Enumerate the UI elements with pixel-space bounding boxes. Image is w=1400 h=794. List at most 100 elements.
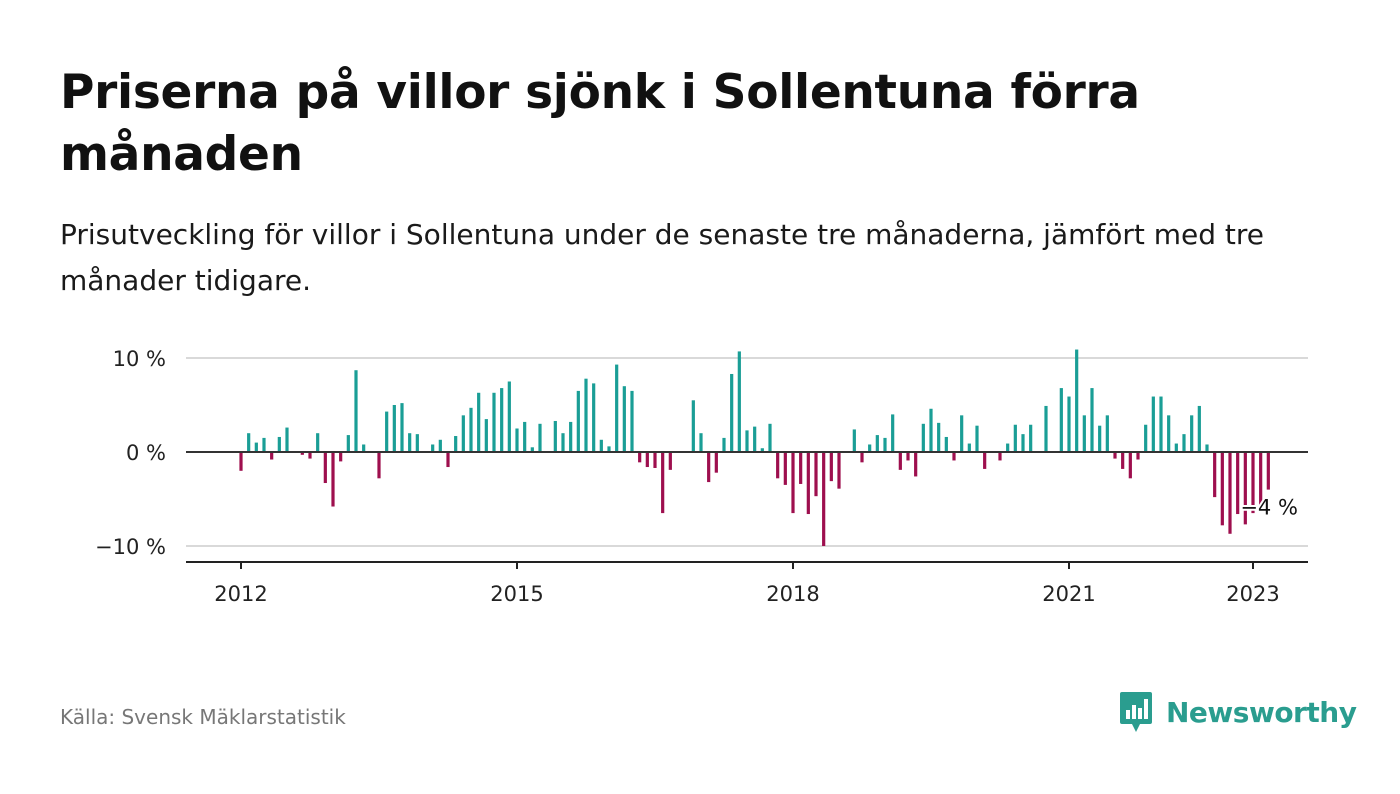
bar xyxy=(385,411,389,452)
bar xyxy=(622,386,626,452)
bar xyxy=(1098,425,1102,452)
bar xyxy=(607,446,611,452)
bar xyxy=(599,439,603,452)
bar xyxy=(454,436,458,452)
bar xyxy=(500,388,504,452)
y-tick-label: 10 % xyxy=(113,347,166,371)
bar xyxy=(1190,415,1194,452)
bar xyxy=(1113,452,1117,459)
bar xyxy=(331,452,335,507)
bar xyxy=(461,415,465,452)
bar xyxy=(868,444,872,452)
bar xyxy=(584,378,588,452)
bar xyxy=(1144,424,1148,452)
bar xyxy=(339,452,343,462)
bar xyxy=(1266,452,1270,490)
bar xyxy=(730,373,734,452)
source-note: Källa: Svensk Mäklarstatistik xyxy=(60,705,346,729)
bar xyxy=(507,381,511,452)
bar xyxy=(645,452,649,468)
labels: 10 % 0 % −10 % 2012 2015 2018 2021 2023 −4 % xyxy=(95,347,1300,606)
bar xyxy=(829,452,833,482)
bar xyxy=(814,452,818,497)
bar xyxy=(247,433,251,452)
bar xyxy=(446,452,450,468)
bar xyxy=(707,452,711,483)
x-tick-label: 2023 xyxy=(1226,582,1279,606)
newsworthy-logo-icon xyxy=(1120,692,1152,732)
bar xyxy=(883,437,887,452)
bar xyxy=(898,452,902,470)
bar xyxy=(553,420,557,452)
bar xyxy=(400,403,404,452)
y-tick-label: −10 % xyxy=(95,535,166,559)
bar xyxy=(1128,452,1132,479)
bar xyxy=(362,444,366,452)
bar xyxy=(308,452,312,459)
bar xyxy=(937,422,941,452)
bar xyxy=(1251,452,1255,514)
y-tick-label: 0 % xyxy=(126,441,166,465)
bar xyxy=(944,436,948,452)
bar xyxy=(691,400,695,452)
bar xyxy=(530,447,534,452)
bar xyxy=(1159,396,1163,452)
x-tick-label: 2012 xyxy=(214,582,267,606)
bar xyxy=(1182,434,1186,452)
bar xyxy=(1259,452,1263,508)
bar xyxy=(799,452,803,484)
bar xyxy=(1236,452,1240,515)
bar xyxy=(392,405,396,452)
bar xyxy=(875,435,879,452)
bar xyxy=(630,390,634,452)
bar xyxy=(1013,424,1017,452)
bars xyxy=(239,349,1270,546)
bar xyxy=(1228,452,1232,534)
bar xyxy=(737,351,741,452)
bar xyxy=(346,435,350,452)
bar xyxy=(1082,415,1086,452)
bar xyxy=(1090,388,1094,452)
bar xyxy=(806,452,810,515)
bar xyxy=(668,452,672,470)
bar xyxy=(1067,396,1071,452)
bar xyxy=(776,452,780,479)
bar xyxy=(891,414,895,452)
chart-title: Priserna på villor sjönk i Sollentuna fö… xyxy=(60,65,1140,182)
bar xyxy=(354,370,358,452)
bar xyxy=(477,392,481,452)
bar xyxy=(1213,452,1217,498)
bar xyxy=(929,408,933,452)
bar xyxy=(1029,424,1033,452)
bar xyxy=(653,452,657,468)
bar xyxy=(1167,415,1171,452)
bar xyxy=(837,452,841,489)
bar xyxy=(1121,452,1125,469)
bar xyxy=(300,452,304,455)
bar xyxy=(576,390,580,452)
x-tick-label: 2021 xyxy=(1042,582,1095,606)
bar xyxy=(822,452,826,546)
bar xyxy=(316,433,320,452)
bar xyxy=(638,452,642,463)
bar xyxy=(323,452,327,484)
x-tick-label: 2018 xyxy=(766,582,819,606)
bar xyxy=(722,437,726,452)
bar xyxy=(415,434,419,452)
bar xyxy=(1006,443,1010,452)
bar xyxy=(484,419,488,452)
bar xyxy=(745,430,749,452)
bar xyxy=(262,437,266,452)
bar xyxy=(408,433,412,452)
bar xyxy=(538,423,542,452)
bar xyxy=(768,423,772,452)
bar xyxy=(1151,396,1155,452)
chart-subtitle: Prisutveckling för villor i Sollentuna u… xyxy=(60,218,1265,297)
bar xyxy=(254,442,258,452)
bar xyxy=(592,383,596,452)
bar xyxy=(1136,452,1140,460)
bar xyxy=(1105,415,1109,452)
bar xyxy=(469,407,473,452)
bar xyxy=(661,452,665,514)
grid-lines xyxy=(186,357,1308,547)
